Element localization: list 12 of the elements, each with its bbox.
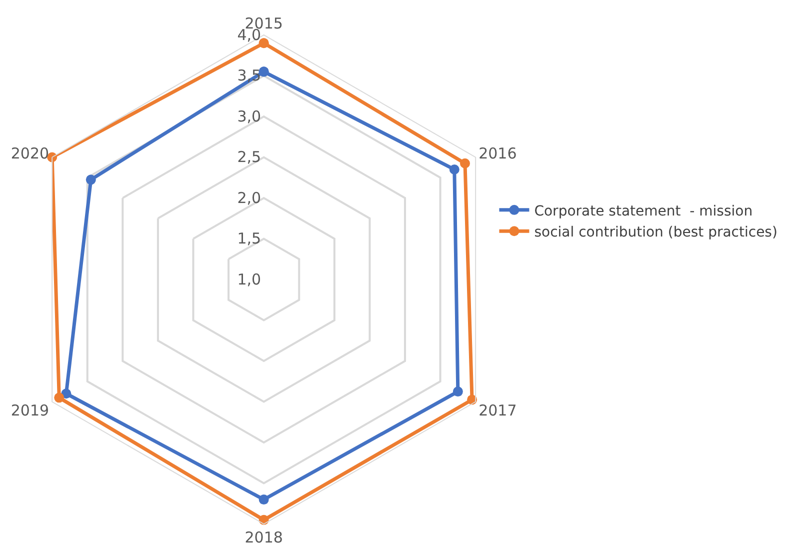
- y-tick-label: 2,5: [237, 148, 262, 166]
- y-tick-label: 1,0: [237, 270, 262, 288]
- spoke-label: 2020: [10, 144, 50, 163]
- y-tick-label: 3,0: [237, 107, 262, 126]
- y-tick-label: 2,0: [237, 188, 262, 207]
- spoke-label: 2017: [478, 402, 517, 420]
- legend-label: social contribution (best practices): [534, 224, 778, 241]
- y-tick-label: 1,5: [237, 230, 262, 248]
- spoke-label: 2016: [478, 144, 517, 163]
- spoke-label: 2018: [244, 528, 283, 546]
- legend-label: Corporate statement - mission: [534, 203, 753, 220]
- spoke-label: 2019: [10, 402, 50, 420]
